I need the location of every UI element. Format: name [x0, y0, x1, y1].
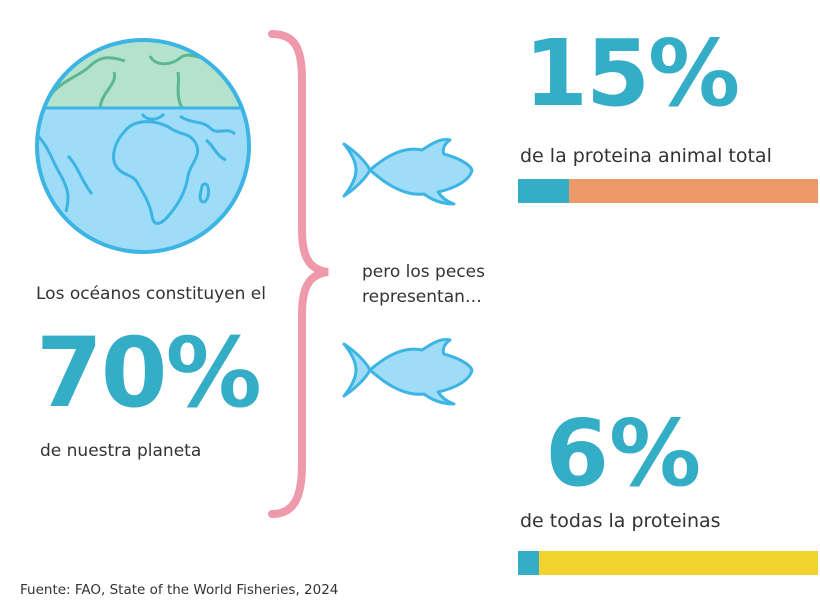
oceans-intro-text: Los océanos constituyen el	[36, 284, 266, 304]
animal-protein-bar-fill	[518, 179, 569, 203]
animal-protein-percentage: 15%	[524, 20, 740, 127]
fish-represent-line1: pero los peces	[362, 262, 485, 282]
total-protein-percentage: 6%	[545, 400, 702, 507]
animal-protein-label: de la proteina animal total	[520, 145, 772, 167]
fish-icon	[342, 338, 474, 406]
oceans-percentage: 70%	[36, 317, 262, 429]
animal-protein-bar-rest	[569, 179, 818, 203]
total-protein-bar-rest	[539, 551, 818, 575]
source-note: Fuente: FAO, State of the World Fisherie…	[20, 582, 339, 598]
fish-represent-text: pero los peces representan…	[362, 260, 485, 310]
oceans-outro-text: de nuestra planeta	[40, 441, 202, 461]
total-protein-bar-fill	[518, 551, 539, 575]
fish-represent-line2: representan…	[362, 287, 482, 307]
curly-brace	[268, 30, 329, 518]
total-protein-label: de todas la proteinas	[520, 510, 721, 532]
globe-icon	[35, 38, 251, 254]
fish-icon	[342, 138, 474, 206]
total-protein-bar	[518, 551, 818, 575]
animal-protein-bar	[518, 179, 818, 203]
